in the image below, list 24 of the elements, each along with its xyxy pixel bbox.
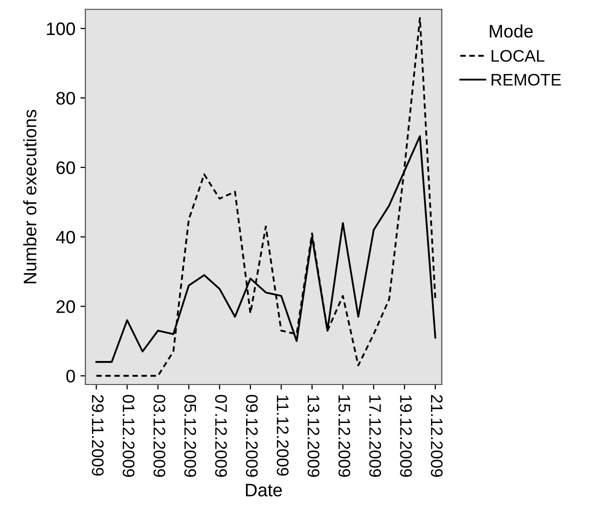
x-tick-label: 13.12.2009 bbox=[308, 395, 320, 477]
y-tick-label: 40 bbox=[56, 230, 75, 244]
y-tick-label: 60 bbox=[56, 161, 75, 174]
x-tick-label: 03.12.2009 bbox=[153, 394, 166, 477]
y-axis-title: Number of executions bbox=[23, 110, 36, 284]
x-tick-label: 19.12.2009 bbox=[400, 395, 412, 477]
x-tick-label: 29.11.2009 bbox=[92, 395, 104, 476]
x-tick-label: 07.12.2009 bbox=[215, 394, 227, 477]
y-tick-label: 0 bbox=[66, 370, 75, 383]
x-tick-label: 15.12.2009 bbox=[338, 395, 350, 477]
legend-label: LOCAL bbox=[492, 50, 544, 62]
x-tick-label: 21.12.2009 bbox=[430, 395, 443, 477]
y-tick-label: 20 bbox=[56, 300, 75, 314]
y-tick-label: 80 bbox=[56, 92, 75, 105]
y-tick-label: 100 bbox=[46, 22, 75, 36]
line-series bbox=[95, 17, 436, 377]
x-tick-label: 01.12.2009 bbox=[122, 394, 134, 477]
x-tick-label: 11.12.2009 bbox=[276, 395, 289, 476]
x-tick-label: 17.12.2009 bbox=[369, 395, 382, 477]
legend-title: Mode bbox=[490, 24, 533, 38]
x-axis-title: Date bbox=[246, 484, 282, 496]
x-tick-label: 09.12.2009 bbox=[246, 394, 258, 477]
x-tick-label: 05.12.2009 bbox=[184, 394, 196, 477]
legend-label: REMOTE bbox=[492, 74, 561, 86]
